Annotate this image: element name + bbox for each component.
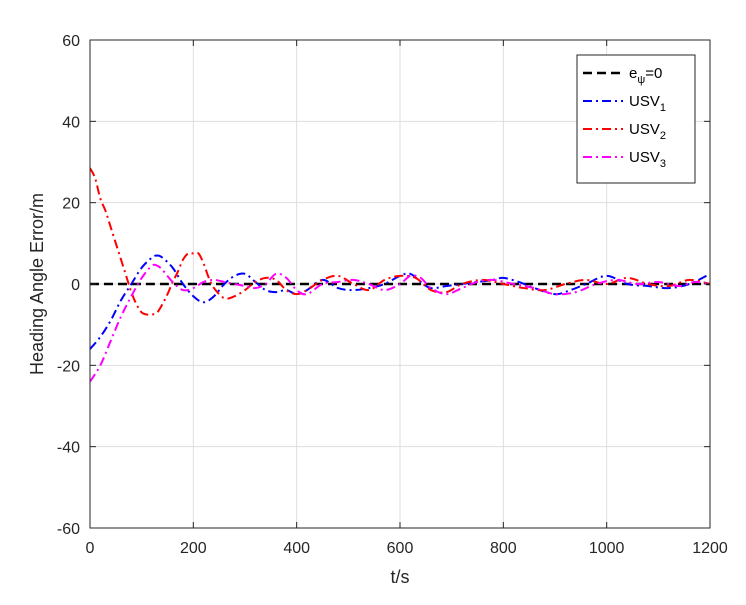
y-tick-label: 20	[62, 196, 80, 213]
legend-label-4: USV3	[629, 149, 666, 170]
legend: eψ=0 USV1 USV2 USV3	[576, 54, 696, 184]
x-tick-label: 800	[490, 540, 517, 557]
legend-box	[576, 54, 696, 184]
series-layer	[90, 167, 710, 383]
y-tick-label: -40	[57, 440, 80, 457]
y-axis-label: Heading Angle Error/m	[27, 193, 47, 375]
x-axis-label: t/s	[390, 567, 409, 587]
legend-label-2: USV1	[629, 93, 666, 114]
x-tick-label: 0	[86, 540, 95, 557]
legend-label-3: USV2	[629, 121, 666, 142]
ticks: 0 200 400 600 800 1000 1200 -60 -40 -20 0 20 40 60	[57, 33, 728, 557]
x-tick-label: 200	[180, 540, 207, 557]
x-tick-label: 600	[387, 540, 414, 557]
x-tick-label: 1000	[589, 540, 625, 557]
y-tick-label: -20	[57, 358, 80, 375]
y-tick-label: 0	[71, 277, 80, 294]
y-tick-label: -60	[57, 521, 80, 538]
legend-label-1: eψ=0	[629, 65, 662, 86]
y-tick-label: 60	[62, 33, 80, 50]
y-tick-label: 40	[62, 114, 80, 131]
x-tick-label: 400	[283, 540, 310, 557]
x-tick-label: 1200	[692, 540, 728, 557]
series-line-3	[90, 167, 710, 316]
